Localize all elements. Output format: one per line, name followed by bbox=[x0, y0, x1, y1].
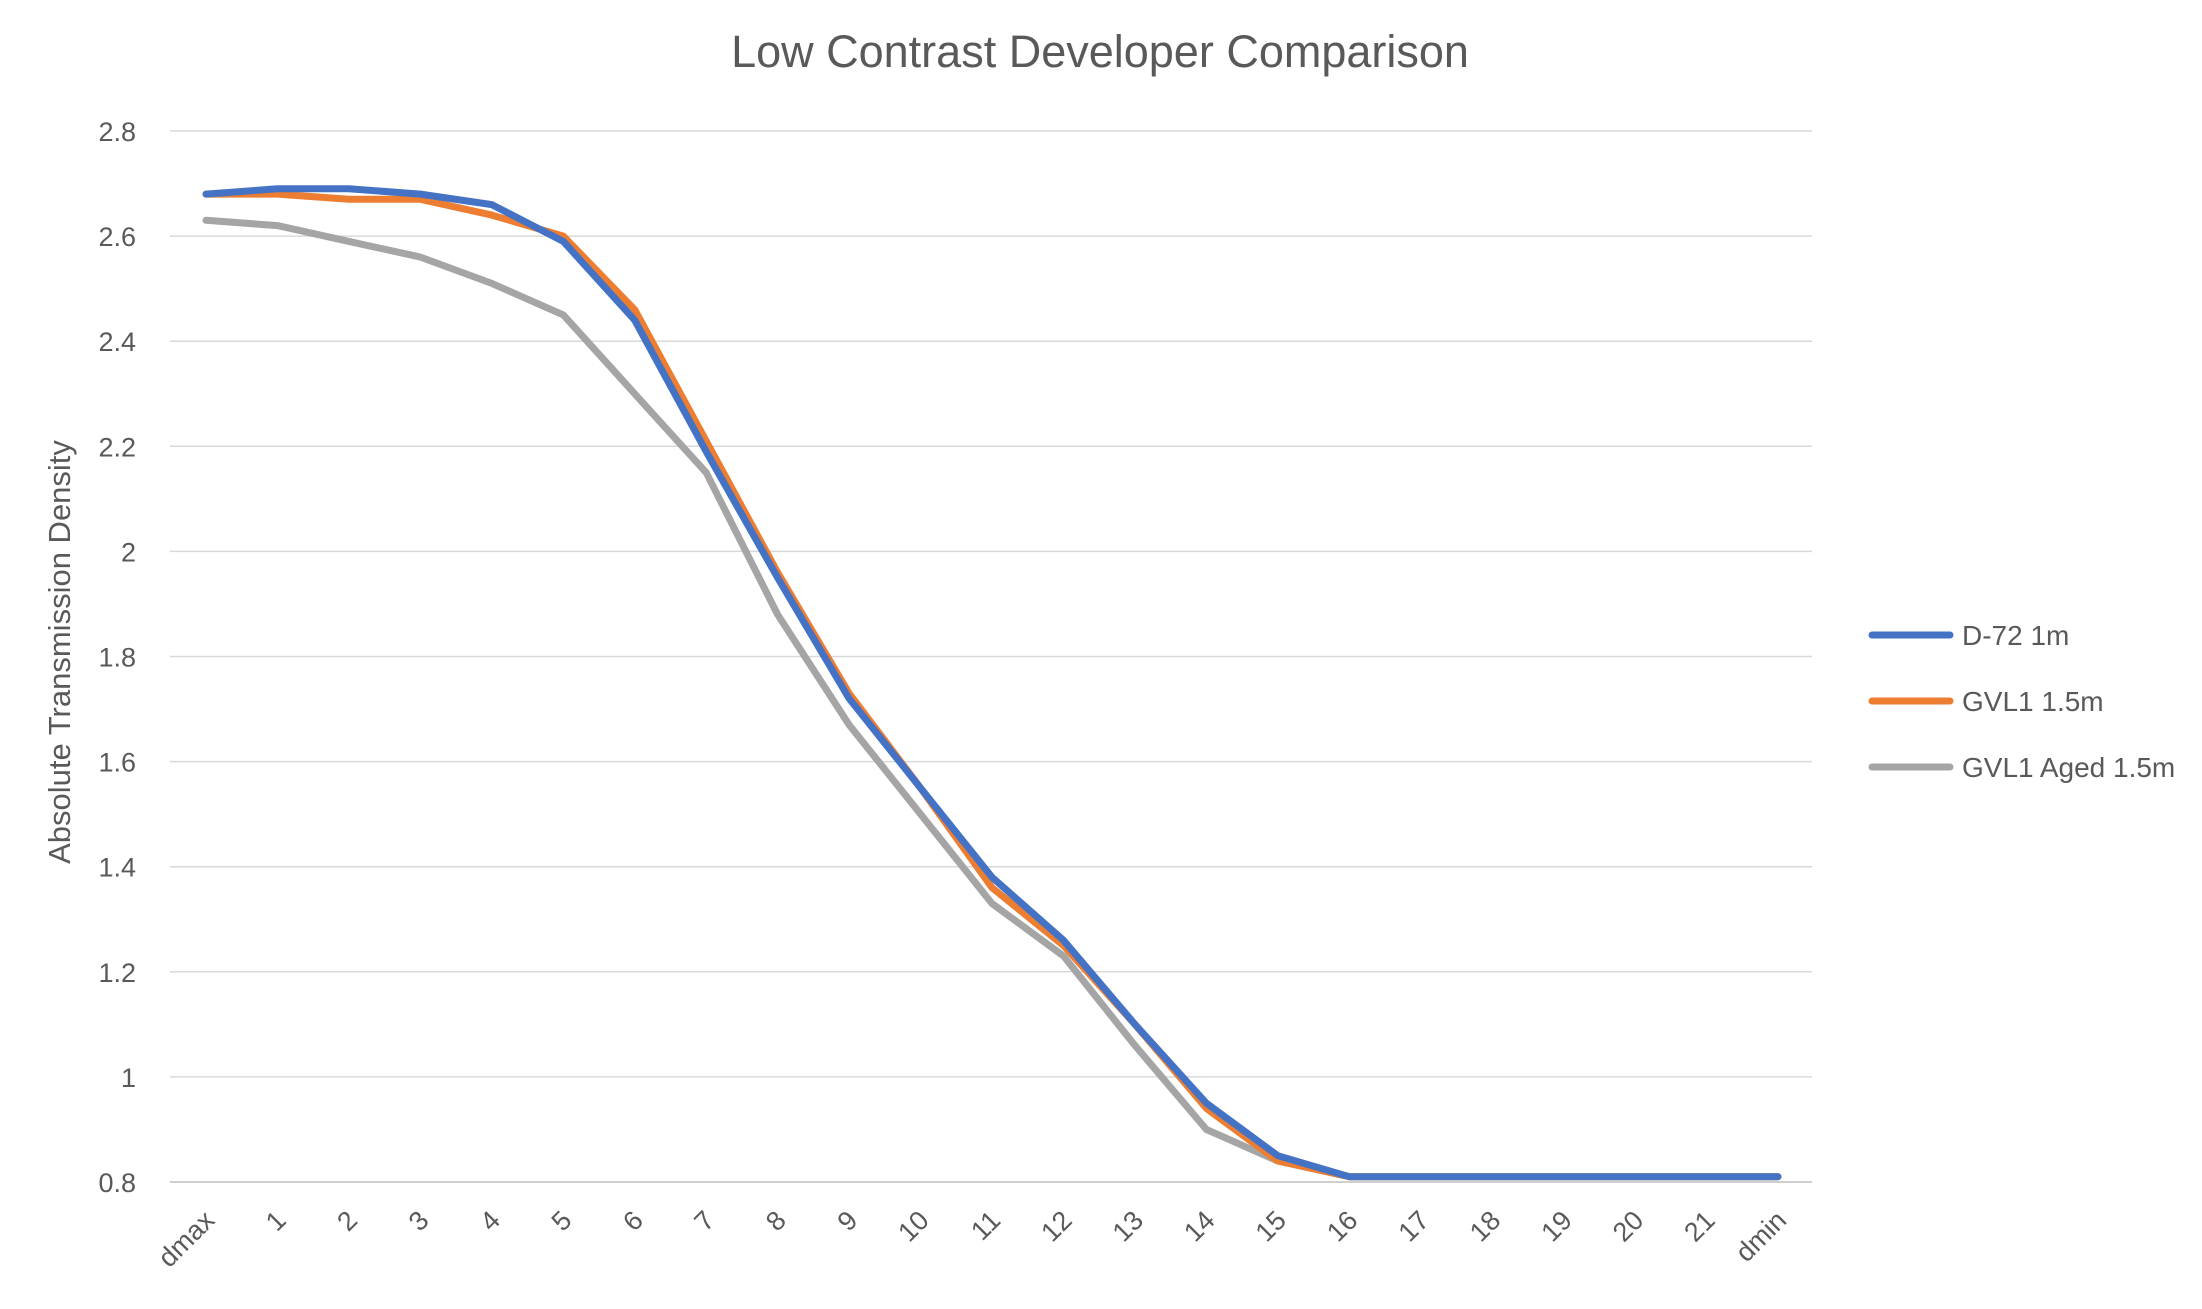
y-tick-label: 2.8 bbox=[98, 117, 136, 147]
legend: D-72 1m GVL1 1.5m GVL1 Aged 1.5m bbox=[1868, 620, 2175, 783]
legend-label: GVL1 Aged 1.5m bbox=[1962, 752, 2175, 783]
gridlines bbox=[170, 130, 1812, 1183]
series-lines bbox=[202, 185, 1782, 1181]
legend-label: D-72 1m bbox=[1962, 620, 2069, 651]
y-axis-ticks: 0.8 1 1.2 1.4 1.6 1.8 2 2.2 2.4 2.6 2.8 bbox=[98, 117, 136, 1198]
y-tick-label: 1.8 bbox=[98, 643, 136, 673]
legend-label: GVL1 1.5m bbox=[1962, 686, 2104, 717]
series-line-0 bbox=[202, 185, 1782, 1181]
chart-title: Low Contrast Developer Comparison bbox=[731, 26, 1469, 77]
y-tick-label: 1.2 bbox=[98, 958, 136, 988]
y-tick-label: 2 bbox=[121, 537, 136, 567]
y-tick-label: 1.6 bbox=[98, 748, 136, 778]
y-tick-label: 1 bbox=[121, 1063, 136, 1093]
y-tick-label: 2.2 bbox=[98, 432, 136, 462]
y-tick-label: 0.8 bbox=[98, 1168, 136, 1198]
y-axis-label: Absolute Transmission Density bbox=[42, 440, 77, 864]
y-tick-label: 2.4 bbox=[98, 327, 136, 357]
y-tick-label: 1.4 bbox=[98, 853, 136, 883]
y-tick-label: 2.6 bbox=[98, 222, 136, 252]
